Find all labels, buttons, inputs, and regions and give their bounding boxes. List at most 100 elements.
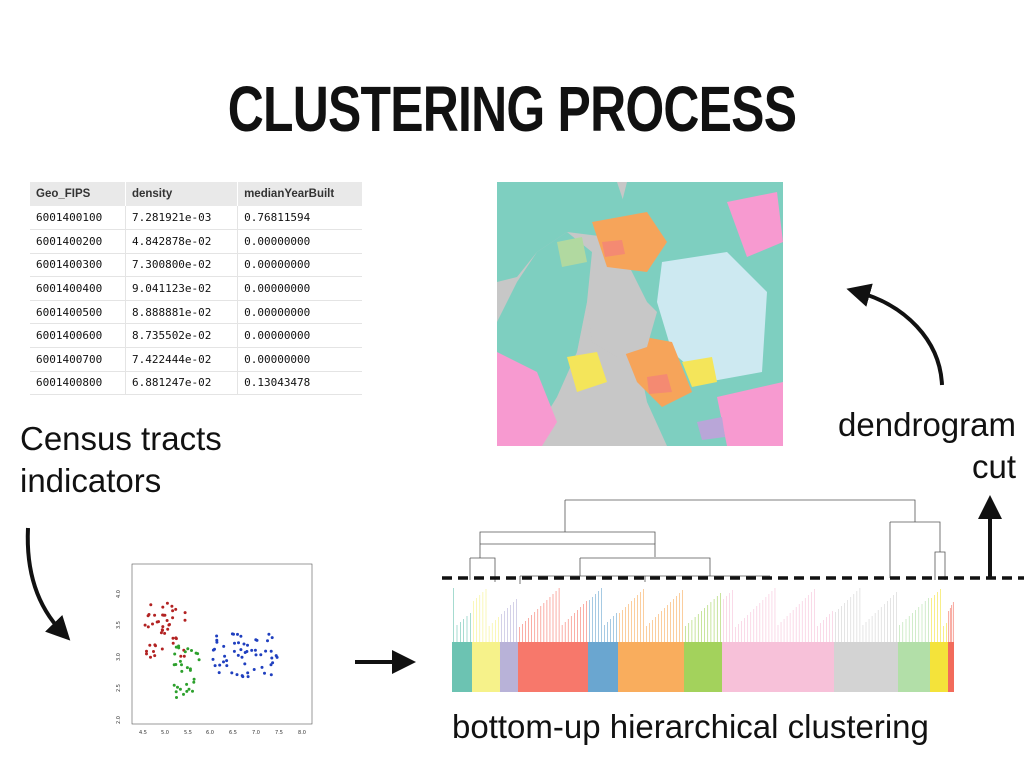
scatter-point xyxy=(174,663,178,666)
scatter-point xyxy=(185,666,189,670)
y-tick-label: 2.0 xyxy=(116,716,122,724)
scatter-point xyxy=(215,634,219,638)
map-region-lightblue xyxy=(657,252,767,382)
scatter-point xyxy=(153,654,157,658)
scatter-point xyxy=(188,668,192,672)
scatter-point xyxy=(165,601,169,605)
scatter-point xyxy=(222,644,226,648)
scatter-point xyxy=(270,656,274,660)
scatter-point xyxy=(254,653,258,657)
scatter-point xyxy=(237,641,240,645)
table-row: 6001400200 4.842878e-02 0.00000000 xyxy=(30,229,362,254)
scatter-point xyxy=(217,671,221,675)
scatter-point xyxy=(243,651,247,654)
map-region-orange xyxy=(592,212,667,272)
table-cell: 0.00000000 xyxy=(237,276,362,301)
scatter-point xyxy=(148,643,152,647)
data-table: Geo_FIPS density medianYearBuilt 6001400… xyxy=(30,182,362,396)
table-row: 6001400400 9.041123e-02 0.00000000 xyxy=(30,276,362,301)
scatter-point xyxy=(270,636,274,640)
cluster-band xyxy=(588,642,618,692)
x-tick-label: 7.0 xyxy=(252,730,260,736)
scatter-point xyxy=(260,665,264,669)
table-cell: 0.00000000 xyxy=(237,323,362,349)
cluster-band xyxy=(472,642,500,692)
scatter-point xyxy=(213,664,217,668)
table-cell: 6001400200 xyxy=(30,229,126,254)
cluster-band xyxy=(452,642,472,692)
table-row: 6001400100 7.281921e-03 0.76811594 xyxy=(30,206,362,231)
scatter-point xyxy=(153,643,157,647)
column-header: medianYearBuilt xyxy=(237,182,362,206)
scatter-point xyxy=(225,659,229,663)
scatter-point xyxy=(160,647,164,651)
scatter-point xyxy=(255,638,259,642)
table-row: 6001400700 7.422444e-02 0.00000000 xyxy=(30,347,362,372)
scatter-point xyxy=(241,675,245,679)
map-region-green xyxy=(557,237,587,267)
scatter-point xyxy=(274,654,278,658)
scatter-point xyxy=(185,682,189,686)
dendrogram-cut-caption: dendrogram cut xyxy=(780,404,1016,488)
scatter-point xyxy=(211,657,215,661)
cluster-band xyxy=(948,642,954,692)
slide-title: CLUSTERING PROCESS xyxy=(227,73,797,145)
scatter-point xyxy=(215,640,219,644)
scatter-point xyxy=(264,649,268,653)
table-cell: 6001400400 xyxy=(30,276,126,301)
scatter-point xyxy=(236,653,240,657)
scatter-point xyxy=(269,663,273,667)
dendrogram-leaves xyxy=(452,588,954,692)
scatter-point xyxy=(182,692,185,696)
table-cell: 7.300800e-02 xyxy=(125,253,239,278)
map-region-yellow2 xyxy=(682,357,717,387)
scatter-point xyxy=(151,622,154,626)
scatter-point xyxy=(163,631,167,635)
scatter-point xyxy=(147,613,151,616)
table-cell: 6.881247e-02 xyxy=(125,371,239,396)
cluster-band xyxy=(500,642,518,692)
scatter-point xyxy=(174,607,178,611)
scatter-point xyxy=(180,669,184,673)
scatter-point xyxy=(155,620,159,624)
table-cell: 6001400800 xyxy=(30,371,126,396)
table-cell: 6001400600 xyxy=(30,323,126,349)
table-cell: 9.041123e-02 xyxy=(125,276,239,301)
scatter-point xyxy=(171,636,175,640)
scatter-point xyxy=(161,625,165,629)
table-cell: 8.735502e-02 xyxy=(125,323,239,349)
scatter-point xyxy=(153,613,157,617)
scatter-point xyxy=(233,641,236,645)
scatter-point xyxy=(162,613,166,617)
dendrogram-caption-line1: dendrogram xyxy=(838,406,1016,443)
dendrogram-tree-lines xyxy=(469,499,946,584)
scatter-point xyxy=(145,652,148,656)
column-header: Geo_FIPS xyxy=(30,182,126,206)
scatter-point xyxy=(174,636,178,640)
scatter-point xyxy=(223,654,227,658)
census-caption: Census tracts indicators xyxy=(20,418,222,502)
scatter-points xyxy=(143,601,279,699)
scatter-point xyxy=(218,663,222,667)
scatter-point xyxy=(183,611,187,615)
scatter-point xyxy=(174,690,178,694)
table-row: 6001400300 7.300800e-02 0.00000000 xyxy=(30,253,362,278)
scatter-point xyxy=(172,683,176,687)
scatter-point xyxy=(183,650,187,654)
scatter-point xyxy=(171,616,175,620)
scatter-point xyxy=(182,654,186,658)
scatter-point xyxy=(177,644,181,648)
map-region-pink-sw xyxy=(497,352,557,446)
scatter-point xyxy=(159,631,163,635)
scatter-point xyxy=(187,687,191,691)
table-cell: 0.00000000 xyxy=(237,253,362,278)
scatter-point xyxy=(252,668,256,671)
table-row: 6001400500 8.888881e-02 0.00000000 xyxy=(30,300,362,325)
cluster-band xyxy=(722,642,834,692)
table-cell: 0.13043478 xyxy=(237,371,362,396)
scatter-point xyxy=(211,648,215,652)
scatter-point xyxy=(230,671,234,675)
scatter-point xyxy=(161,605,165,609)
table-cell: 0.00000000 xyxy=(237,347,362,372)
table-cell: 6001400300 xyxy=(30,253,126,278)
